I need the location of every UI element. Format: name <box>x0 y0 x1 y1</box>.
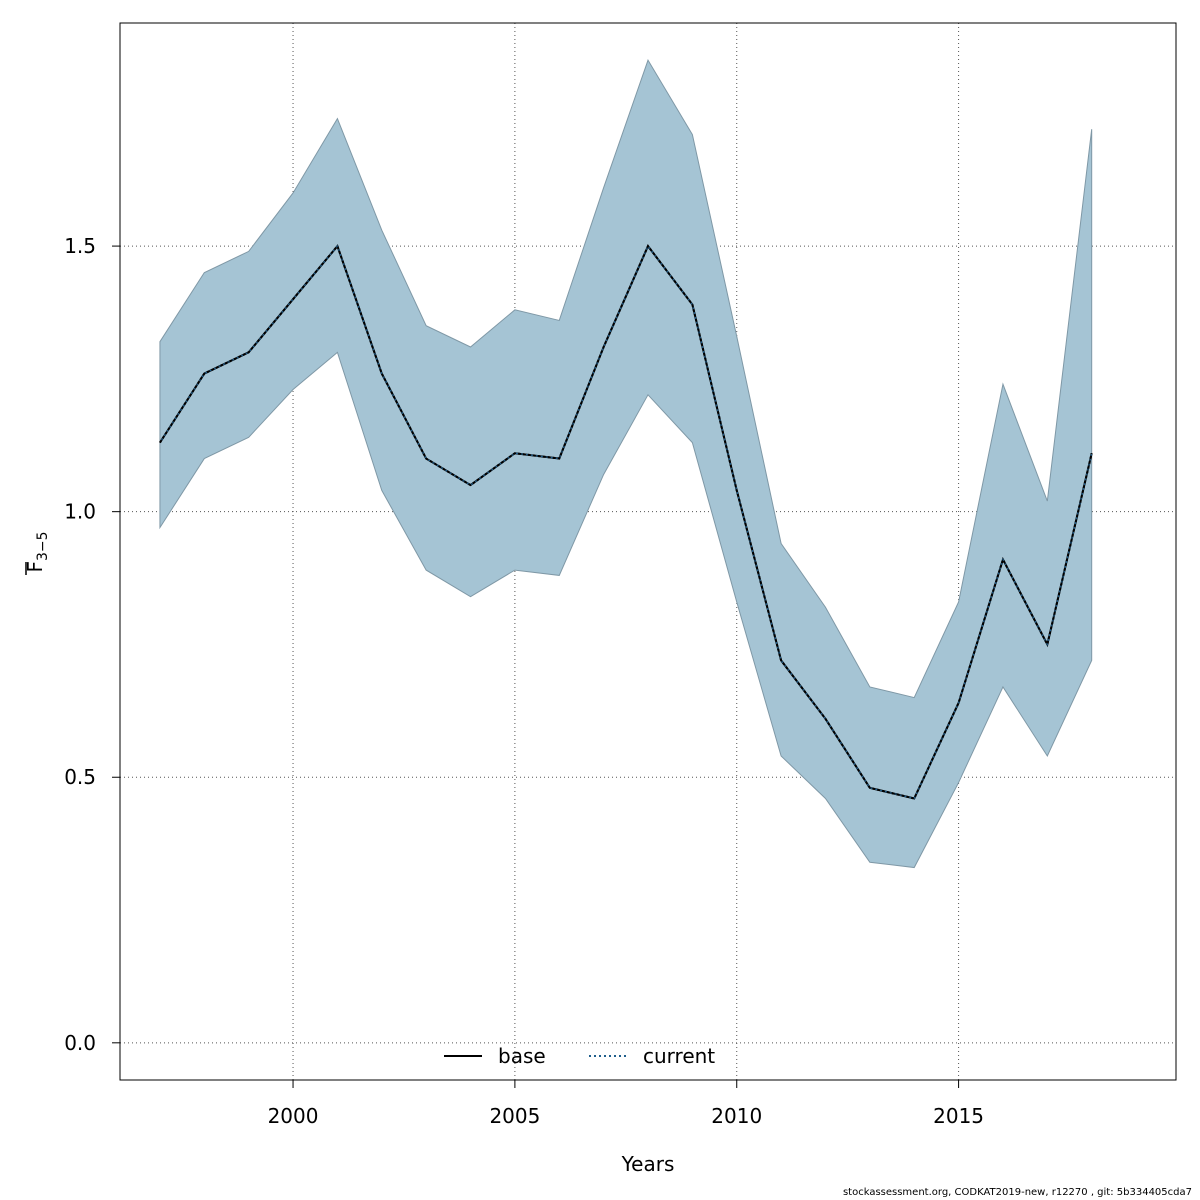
legend-label-current: current <box>643 1044 715 1068</box>
plot-frame <box>119 22 1177 1081</box>
x-tick-label: 2005 <box>489 1104 540 1128</box>
x-tick-label: 2010 <box>711 1104 762 1128</box>
legend-label-base: base <box>498 1044 546 1068</box>
y-tick-label: 1.0 <box>64 500 96 524</box>
y-tick-label: 1.5 <box>64 234 96 258</box>
series-lines <box>159 244 1093 800</box>
confidence-band <box>159 59 1093 869</box>
y-axis-title-sub: 3−5 <box>35 531 51 561</box>
series-line-current <box>159 244 1093 800</box>
y-tick-label: 0.0 <box>64 1031 96 1055</box>
svg-text:F3−5: F3−5 <box>23 531 51 572</box>
x-tick-label: 2015 <box>933 1104 984 1128</box>
x-axis-title: Years <box>621 1152 675 1176</box>
y-axis-title: F3−5 <box>23 531 51 575</box>
footer-credit: stockassessment.org, CODKAT2019-new, r12… <box>842 1187 1192 1198</box>
y-axis: 0.0 0.5 1.0 1.5 <box>64 234 120 1055</box>
y-axis-title-main: F <box>23 561 47 573</box>
legend: base current <box>444 1044 715 1068</box>
x-axis: 2000 2005 2010 2015 <box>268 1080 984 1128</box>
confidence-band-area <box>159 59 1093 869</box>
y-tick-label: 0.5 <box>64 765 96 789</box>
x-tick-label: 2000 <box>268 1104 319 1128</box>
